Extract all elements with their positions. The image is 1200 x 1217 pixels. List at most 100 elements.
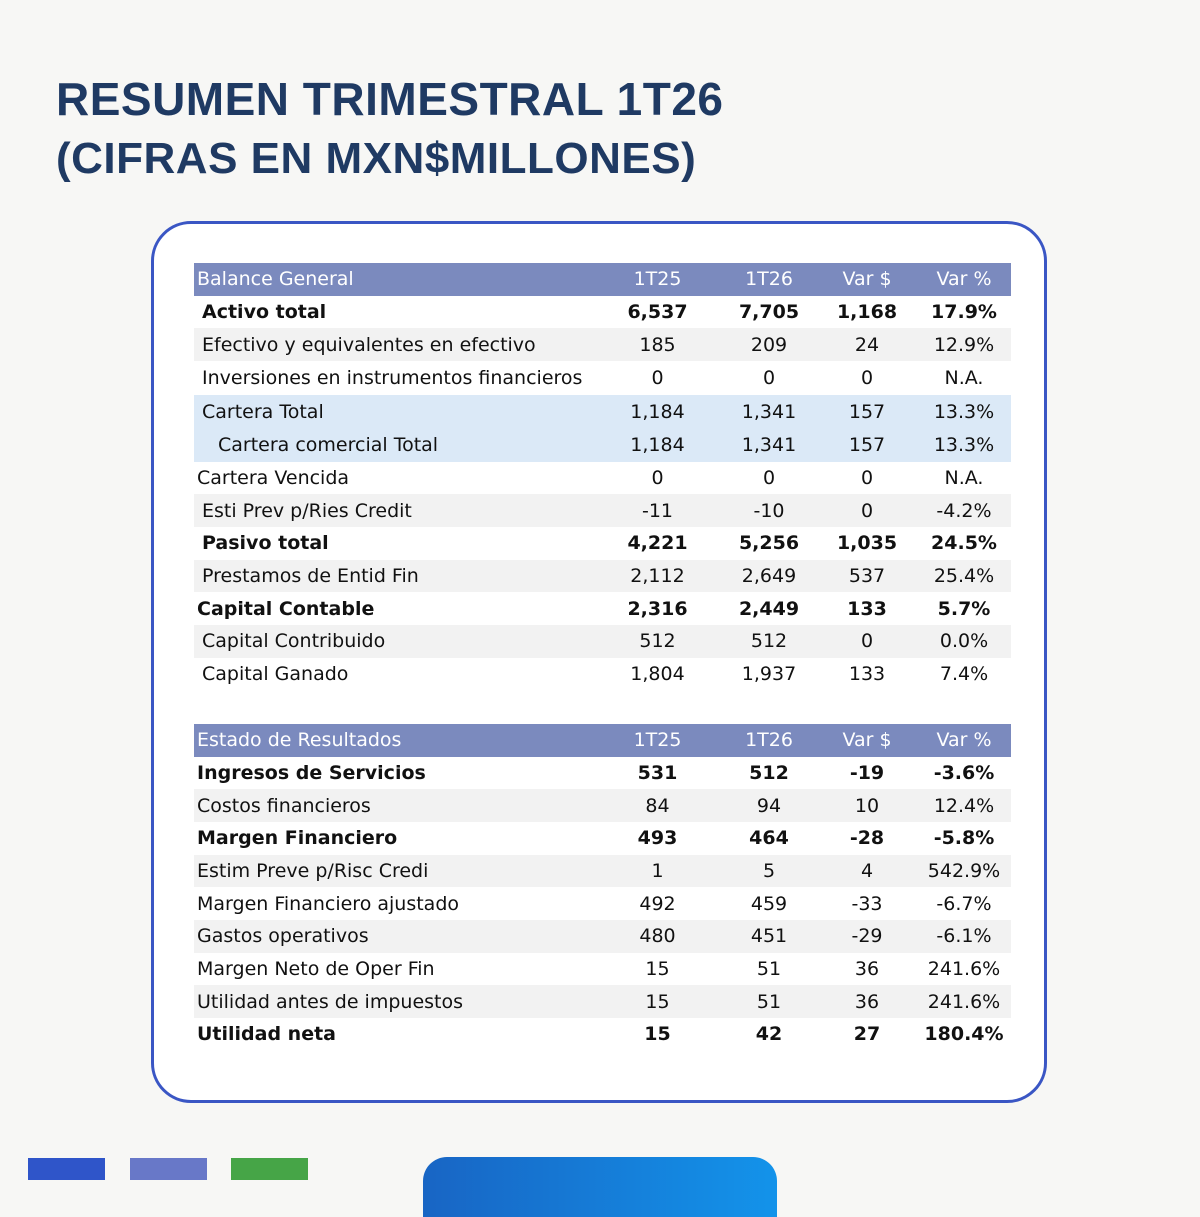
value-1t26: 42 <box>755 1023 783 1046</box>
value-var-amount: 1,035 <box>836 532 898 555</box>
page-title: RESUMEN TRIMESTRAL 1T26 <box>56 73 724 125</box>
value-var-amount: 0 <box>860 366 874 389</box>
row-label: Capital Ganado <box>202 663 349 686</box>
column-header-1t26: 1T26 <box>745 729 793 752</box>
row-label: Capital Contable <box>197 597 375 620</box>
value-var-amount: 36 <box>854 957 880 980</box>
row-label: Cartera comercial Total <box>218 434 439 457</box>
value-1t26: 51 <box>756 990 782 1013</box>
value-var-amount: 157 <box>848 434 886 457</box>
value-1t25: 6,537 <box>627 300 688 323</box>
table-row: Cartera Vencida 0 0 0 N.A. <box>194 462 1011 495</box>
table-row: Utilidad neta 15 42 27 180.4% <box>194 1018 1011 1051</box>
value-1t26: 451 <box>750 925 788 948</box>
column-header-1t25: 1T25 <box>633 268 682 291</box>
table-row: Margen Neto de Oper Fin 15 51 36 241.6% <box>194 953 1011 986</box>
value-1t26: 209 <box>750 333 788 356</box>
value-var-percent: 542.9% <box>927 859 1001 882</box>
table-row: Efectivo y equivalentes en efectivo 185 … <box>194 328 1011 361</box>
row-label: Estim Preve p/Risc Credi <box>197 859 429 882</box>
value-1t26: 0 <box>762 466 776 489</box>
value-1t26: 7,705 <box>738 300 800 323</box>
value-1t26: 1,341 <box>741 400 797 423</box>
value-1t25: 0 <box>651 366 664 389</box>
value-var-percent: 12.4% <box>933 794 995 817</box>
summary-card: Balance General 1T25 1T26 Var $ Var % Ac… <box>151 221 1047 1103</box>
value-1t25: 1,184 <box>630 400 685 423</box>
value-1t25: 84 <box>645 794 670 817</box>
value-1t25: 15 <box>645 957 670 980</box>
value-1t25: 492 <box>639 892 676 915</box>
value-var-percent: 5.7% <box>937 597 991 620</box>
row-label: Margen Neto de Oper Fin <box>197 957 435 980</box>
table-row: Cartera comercial Total 1,184 1,341 157 … <box>194 428 1011 462</box>
value-var-percent: 180.4% <box>924 1023 1004 1046</box>
value-var-percent: 13.3% <box>933 400 995 423</box>
estado-resultados-table: Estado de Resultados 1T25 1T26 Var $ Var… <box>194 724 1011 1051</box>
value-1t26: 51 <box>756 957 782 980</box>
value-1t26: 512 <box>750 630 788 653</box>
value-var-amount: 4 <box>860 859 874 882</box>
value-1t26: 5 <box>762 859 776 882</box>
value-1t26: 459 <box>750 892 788 915</box>
value-1t25: 15 <box>645 990 670 1013</box>
table-row: Capital Ganado 1,804 1,937 133 7.4% <box>194 658 1011 691</box>
value-1t25: 1,804 <box>630 663 685 686</box>
decorative-bar-green <box>231 1158 308 1180</box>
row-label: Cartera Vencida <box>197 466 350 489</box>
value-1t25: 0 <box>651 466 664 489</box>
value-var-amount: 133 <box>847 597 887 620</box>
table-row: Esti Prev p/Ries Credit -11 -10 0 -4.2% <box>194 494 1011 527</box>
table-row: Utilidad antes de impuestos 15 51 36 241… <box>194 985 1011 1018</box>
row-label: Pasivo total <box>202 532 329 555</box>
value-1t25: 15 <box>644 1023 671 1046</box>
column-header-1t25: 1T25 <box>633 729 682 752</box>
table-row: Costos financieros 84 94 10 12.4% <box>194 789 1011 822</box>
value-var-amount: 24 <box>854 333 880 356</box>
column-header-var-amount: Var $ <box>842 268 892 291</box>
value-1t26: 94 <box>756 794 782 817</box>
value-var-percent: -4.2% <box>936 499 992 522</box>
row-label: Inversiones en instrumentos financieros <box>202 366 583 389</box>
value-var-percent: 241.6% <box>927 990 1001 1013</box>
value-var-percent: N.A. <box>944 366 984 389</box>
value-var-amount: 0 <box>860 499 874 522</box>
value-1t25: 4,221 <box>627 532 688 555</box>
value-var-amount: 27 <box>853 1023 881 1046</box>
value-1t26: 512 <box>749 761 789 784</box>
value-var-amount: 1,168 <box>836 300 898 323</box>
value-1t25: 1 <box>651 859 664 882</box>
value-1t25: 2,316 <box>627 597 688 620</box>
table-row: Margen Financiero 493 464 -28 -5.8% <box>194 822 1011 855</box>
value-var-percent: -6.7% <box>936 892 992 915</box>
page-subtitle: (CIFRAS EN MXN$MILLONES) <box>56 134 697 183</box>
value-var-amount: -28 <box>849 827 885 850</box>
row-label: Prestamos de Entid Fin <box>202 564 419 587</box>
row-label: Costos financieros <box>197 794 371 817</box>
balance-general-table: Balance General 1T25 1T26 Var $ Var % Ac… <box>194 263 1011 690</box>
row-label: Activo total <box>202 300 327 323</box>
value-var-amount: -19 <box>849 761 885 784</box>
row-label: Capital Contribuido <box>202 630 386 653</box>
value-1t26: 0 <box>762 366 776 389</box>
value-var-percent: 0.0% <box>939 630 989 653</box>
value-var-percent: 12.9% <box>933 333 995 356</box>
value-1t25: 512 <box>639 630 676 653</box>
value-1t26: -10 <box>753 499 785 522</box>
table-row: Inversiones en instrumentos financieros … <box>194 361 1011 395</box>
value-var-percent: -6.1% <box>936 925 992 948</box>
value-var-percent: 241.6% <box>927 957 1001 980</box>
value-1t26: 2,449 <box>738 597 800 620</box>
value-var-amount: 0 <box>860 466 874 489</box>
row-label: Ingresos de Servicios <box>197 761 426 784</box>
value-1t25: 531 <box>637 761 678 784</box>
table-row: Pasivo total 4,221 5,256 1,035 24.5% <box>194 527 1011 560</box>
table-header: Balance General 1T25 1T26 Var $ Var % <box>194 263 1011 296</box>
row-label: Utilidad neta <box>197 1023 337 1046</box>
table-row: Activo total 6,537 7,705 1,168 17.9% <box>194 296 1011 329</box>
column-header-var-amount: Var $ <box>842 729 892 752</box>
value-var-percent: 24.5% <box>931 532 997 555</box>
value-var-amount: 10 <box>854 794 880 817</box>
column-header-1t26: 1T26 <box>745 268 793 291</box>
decorative-bar-periwinkle <box>130 1158 207 1180</box>
